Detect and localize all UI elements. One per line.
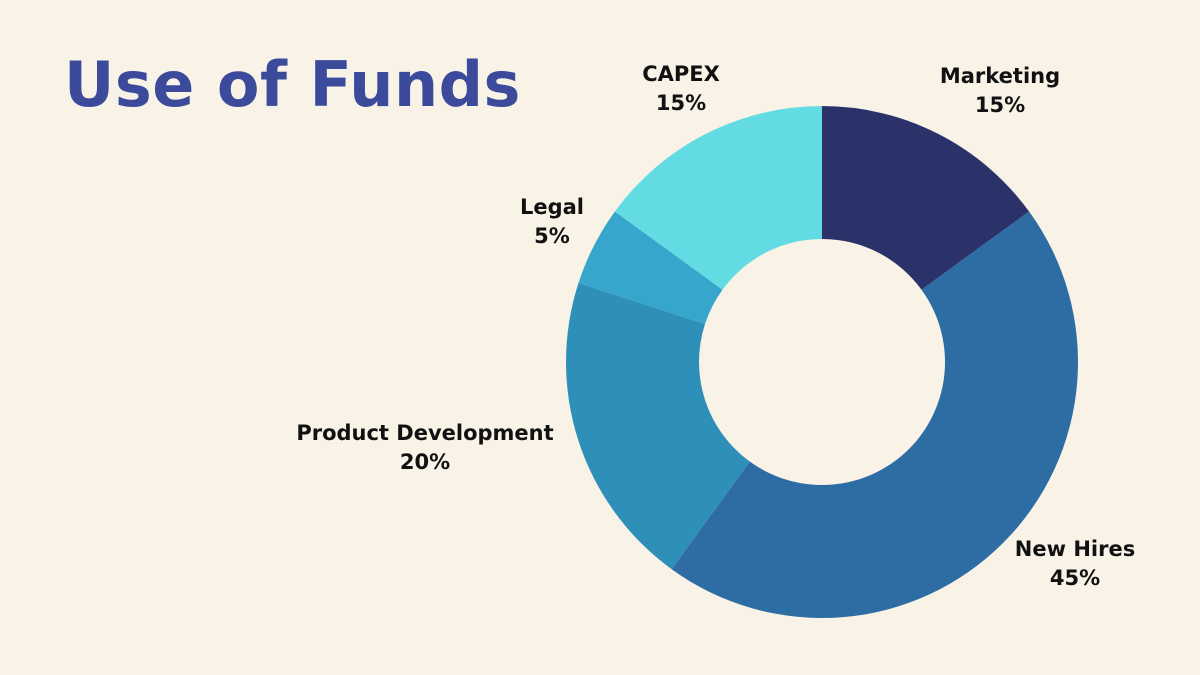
label-new-hires: New Hires 45%: [1015, 535, 1135, 593]
label-product-development: Product Development 20%: [296, 419, 553, 477]
slice-marketing: [822, 106, 1030, 290]
slice-new-hires: [671, 211, 1078, 618]
label-marketing: Marketing 15%: [940, 62, 1060, 120]
slice-product-development: [566, 282, 750, 570]
label-marketing-name: Marketing: [939, 64, 1061, 88]
label-capex-pct: 15%: [655, 91, 707, 115]
label-product-development-name: Product Development: [296, 421, 554, 445]
slice-legal: [578, 211, 723, 324]
label-new-hires-name: New Hires: [1014, 537, 1136, 561]
page-title: Use of Funds: [64, 48, 521, 121]
label-legal-pct: 5%: [534, 224, 570, 248]
label-new-hires-pct: 45%: [1049, 566, 1101, 590]
label-capex: CAPEX 15%: [642, 60, 720, 118]
label-marketing-pct: 15%: [974, 93, 1026, 117]
label-product-development-pct: 20%: [399, 450, 451, 474]
slice-capex: [614, 106, 822, 290]
label-legal-name: Legal: [519, 195, 585, 219]
label-capex-name: CAPEX: [642, 62, 720, 86]
label-legal: Legal 5%: [520, 193, 584, 251]
